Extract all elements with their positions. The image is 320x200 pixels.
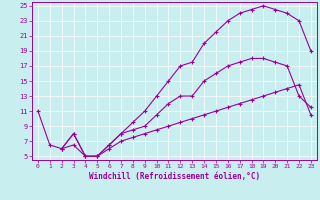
X-axis label: Windchill (Refroidissement éolien,°C): Windchill (Refroidissement éolien,°C)	[89, 172, 260, 181]
